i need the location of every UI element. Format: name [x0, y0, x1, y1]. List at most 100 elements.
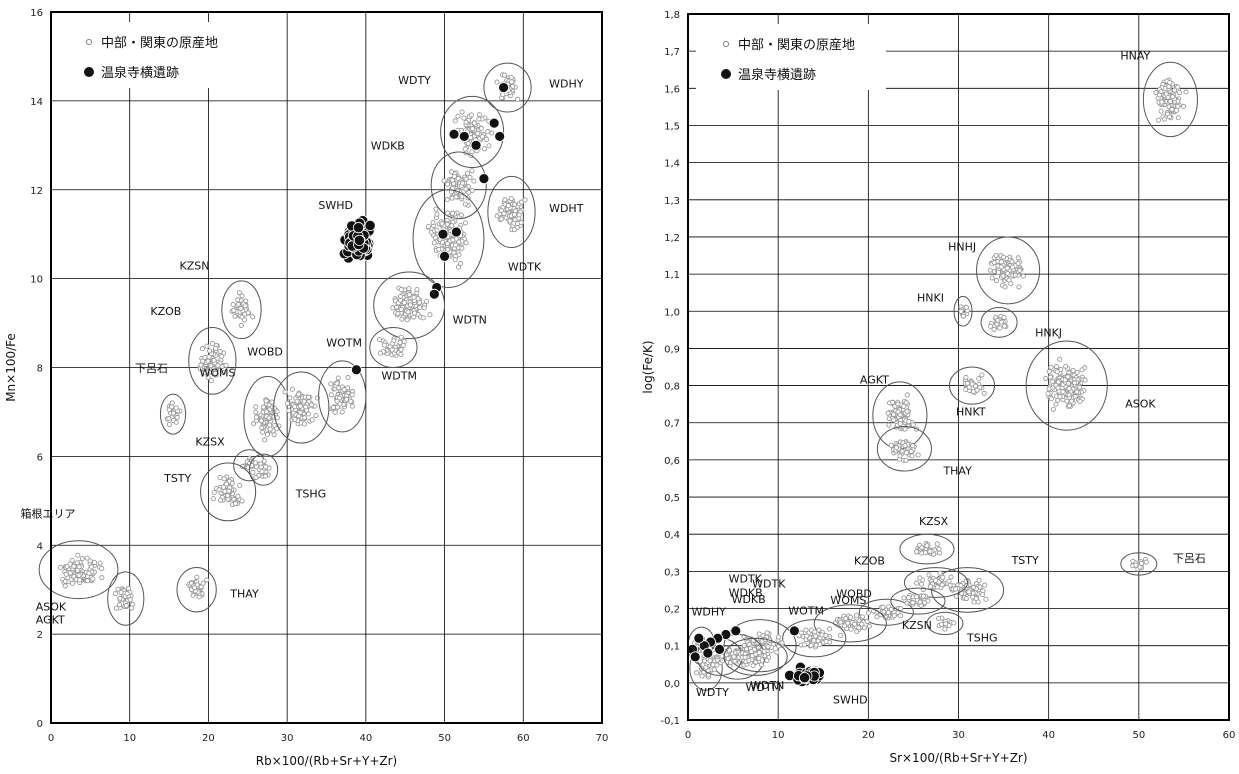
source-point — [1072, 380, 1078, 386]
source-group-12: WOMS — [830, 594, 914, 626]
source-point — [432, 235, 439, 241]
source-point — [1183, 89, 1189, 95]
source-point — [881, 609, 887, 615]
source-label: WOBD — [247, 345, 283, 358]
source-group-14: TSHG — [248, 453, 326, 501]
source-point — [262, 473, 268, 479]
source-group-2: WDKB — [371, 139, 487, 220]
source-label: AGKT — [860, 373, 889, 386]
source-point — [939, 582, 945, 588]
source-point — [890, 399, 896, 406]
source-point — [394, 304, 400, 310]
source-point — [914, 549, 920, 555]
site-point — [364, 219, 376, 232]
source-point — [263, 398, 269, 404]
source-point — [719, 653, 725, 659]
source-point — [714, 662, 720, 668]
site-point — [450, 226, 462, 238]
source-point — [808, 642, 814, 649]
source-point — [67, 561, 73, 567]
source-point — [69, 580, 75, 586]
source-point — [1167, 80, 1173, 86]
source-point — [74, 560, 80, 566]
source-point — [897, 453, 903, 459]
source-point — [908, 448, 914, 454]
source-point — [398, 286, 404, 293]
source-point — [445, 247, 451, 253]
source-point — [693, 670, 699, 676]
source-ellipse — [176, 566, 217, 613]
source-point — [208, 378, 214, 384]
source-point — [458, 260, 464, 267]
source-point — [198, 362, 204, 368]
source-point — [1063, 363, 1069, 369]
source-point — [760, 632, 766, 638]
source-point — [976, 376, 982, 382]
source-ellipse — [440, 95, 505, 169]
source-point — [334, 380, 340, 386]
source-point — [287, 395, 293, 401]
source-group-8: KZSX — [899, 515, 955, 565]
source-point — [301, 398, 307, 404]
source-point — [444, 197, 450, 203]
source-point — [226, 488, 232, 494]
source-point — [461, 115, 467, 121]
source-point — [1054, 369, 1060, 375]
source-point — [1157, 92, 1163, 98]
source-group-16: WOTM — [782, 604, 847, 658]
source-point — [854, 629, 860, 635]
source-point — [294, 398, 300, 404]
source-point — [84, 578, 90, 584]
source-point — [253, 409, 259, 415]
source-point — [1057, 356, 1063, 362]
source-point — [845, 620, 851, 626]
source-point — [211, 357, 217, 364]
source-point — [439, 239, 446, 245]
source-point — [407, 302, 413, 308]
source-point — [888, 442, 894, 448]
source-point — [303, 404, 309, 410]
source-label: WDTY — [398, 74, 431, 87]
x-tick-label: 40 — [359, 733, 372, 744]
source-point — [62, 583, 68, 589]
source-point — [866, 623, 872, 629]
x-tick-label: 0 — [48, 733, 54, 744]
source-point — [991, 260, 997, 266]
source-group-6: WDTM — [369, 327, 418, 383]
source-point — [225, 493, 231, 499]
source-label: WDKB — [732, 593, 766, 606]
source-point — [1072, 393, 1078, 400]
site-point — [437, 228, 449, 240]
source-group-9: WOMS — [199, 366, 292, 457]
source-point — [1016, 284, 1022, 290]
source-point — [989, 275, 995, 281]
source-point — [444, 221, 450, 227]
source-point — [1077, 384, 1083, 390]
source-ellipse — [318, 360, 367, 433]
x-tick-label: 20 — [202, 733, 215, 744]
site-cluster-label: SWHD — [318, 199, 353, 212]
source-point — [465, 140, 471, 147]
source-point — [899, 448, 905, 454]
source-point — [263, 409, 270, 415]
source-point — [192, 585, 198, 591]
source-point — [958, 582, 964, 589]
source-point — [117, 595, 123, 601]
y-tick-label: 10 — [30, 275, 43, 286]
site-point — [351, 364, 362, 376]
source-point — [444, 181, 451, 187]
source-point — [1155, 117, 1161, 123]
source-point — [958, 308, 964, 314]
source-point — [1167, 98, 1173, 105]
extra-label: WDKB — [729, 587, 763, 600]
x-tick-label: 50 — [1132, 730, 1145, 741]
source-ellipse — [890, 587, 946, 615]
source-label: WOTM — [788, 604, 824, 617]
source-point — [123, 603, 129, 609]
source-point — [803, 627, 809, 633]
source-point — [1065, 374, 1071, 380]
plot-frame — [50, 11, 603, 724]
source-point — [843, 615, 849, 622]
source-point — [1138, 560, 1145, 566]
